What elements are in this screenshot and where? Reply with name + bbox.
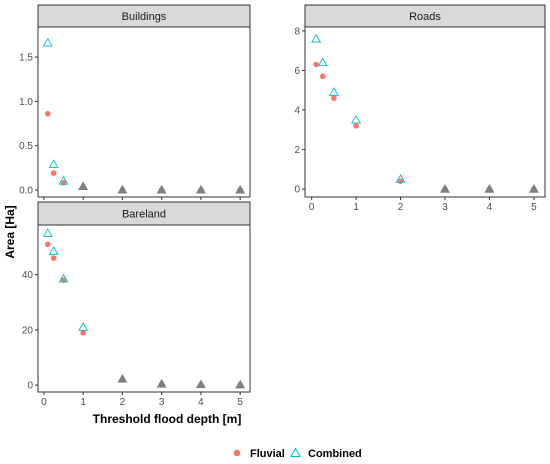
x-tick-label: 0 (309, 202, 315, 213)
combined-point (328, 87, 339, 96)
x-tick-label: 0 (41, 397, 47, 408)
x-tick-label: 2 (398, 202, 404, 213)
combined-point (42, 228, 53, 237)
combined-point (78, 322, 89, 331)
y-tick-label: 8 (294, 26, 300, 37)
y-tick-label: 0 (294, 185, 300, 196)
combined-point (117, 373, 128, 383)
fluvial-point (80, 329, 86, 336)
y-tick-label: 0 (27, 381, 33, 392)
panel-roads: Roads 0 2 4 6 8 0 1 2 3 4 5 (294, 4, 546, 213)
x-tick-label: 1 (353, 202, 359, 213)
fluvial-point (45, 241, 51, 248)
legend-fluvial-marker (233, 449, 241, 457)
y-tick-label: 0.0 (19, 185, 33, 196)
combined-point (528, 183, 539, 193)
combined-point (42, 37, 53, 47)
panel-border (304, 26, 546, 198)
combined-point (48, 246, 59, 255)
combined-point (156, 378, 167, 388)
fluvial-point (50, 255, 57, 261)
combined-point (395, 174, 406, 183)
combined-point (58, 273, 69, 283)
x-tick-label: 5 (237, 397, 243, 408)
plot-area (38, 225, 250, 392)
panel-bareland: Bareland 0 20 40 0 1 2 3 4 5 (22, 201, 251, 408)
combined-point (117, 184, 128, 194)
fluvial-point (331, 95, 337, 101)
x-tick-label: 4 (198, 397, 204, 408)
x-tick-label: 4 (487, 202, 493, 213)
combined-point (311, 33, 322, 43)
legend-combined-label: Combined (308, 448, 362, 460)
panel-border (37, 224, 251, 393)
panel-border (37, 26, 251, 198)
fluvial-point (50, 170, 57, 176)
y-tick-label: 1.5 (19, 53, 33, 64)
facet-strip-label: Buildings (122, 11, 167, 23)
combined-point (235, 184, 246, 194)
plot-area (38, 27, 250, 197)
x-axis-title: Threshold flood depth [m] (93, 412, 242, 426)
legend-fluvial-label: Fluvial (250, 448, 285, 460)
combined-point (351, 114, 362, 124)
legend: Fluvial Combined (233, 447, 362, 460)
plot-area (305, 27, 545, 197)
y-tick-label: 6 (294, 66, 300, 77)
y-tick-label: 2 (294, 145, 300, 156)
x-tick-label: 5 (531, 202, 537, 213)
x-tick-label: 3 (442, 202, 448, 213)
combined-point (78, 181, 89, 190)
fluvial-point (45, 110, 51, 117)
y-tick-label: 0.5 (19, 141, 33, 152)
fluvial-point (313, 61, 319, 68)
fluvial-point (319, 73, 326, 80)
combined-point (440, 183, 450, 193)
y-axis-title: Area [Ha] (3, 205, 17, 258)
combined-point (484, 183, 495, 193)
combined-point (48, 159, 59, 168)
combined-point (317, 57, 328, 67)
fluvial-point (353, 123, 359, 129)
x-tick-label: 1 (80, 397, 86, 408)
legend-combined-marker (290, 447, 301, 457)
y-tick-label: 4 (294, 106, 300, 117)
combined-point (58, 175, 69, 185)
facet-strip-label: Bareland (122, 209, 166, 221)
combined-point (235, 379, 246, 389)
combined-point (195, 184, 206, 194)
facet-strip-label: Roads (409, 11, 441, 23)
y-tick-label: 40 (22, 270, 34, 281)
x-tick-label: 3 (159, 397, 165, 408)
combined-point (195, 379, 206, 389)
y-tick-label: 20 (22, 325, 34, 336)
x-tick-label: 2 (120, 397, 126, 408)
y-tick-label: 1.0 (19, 97, 33, 108)
combined-point (156, 184, 167, 194)
